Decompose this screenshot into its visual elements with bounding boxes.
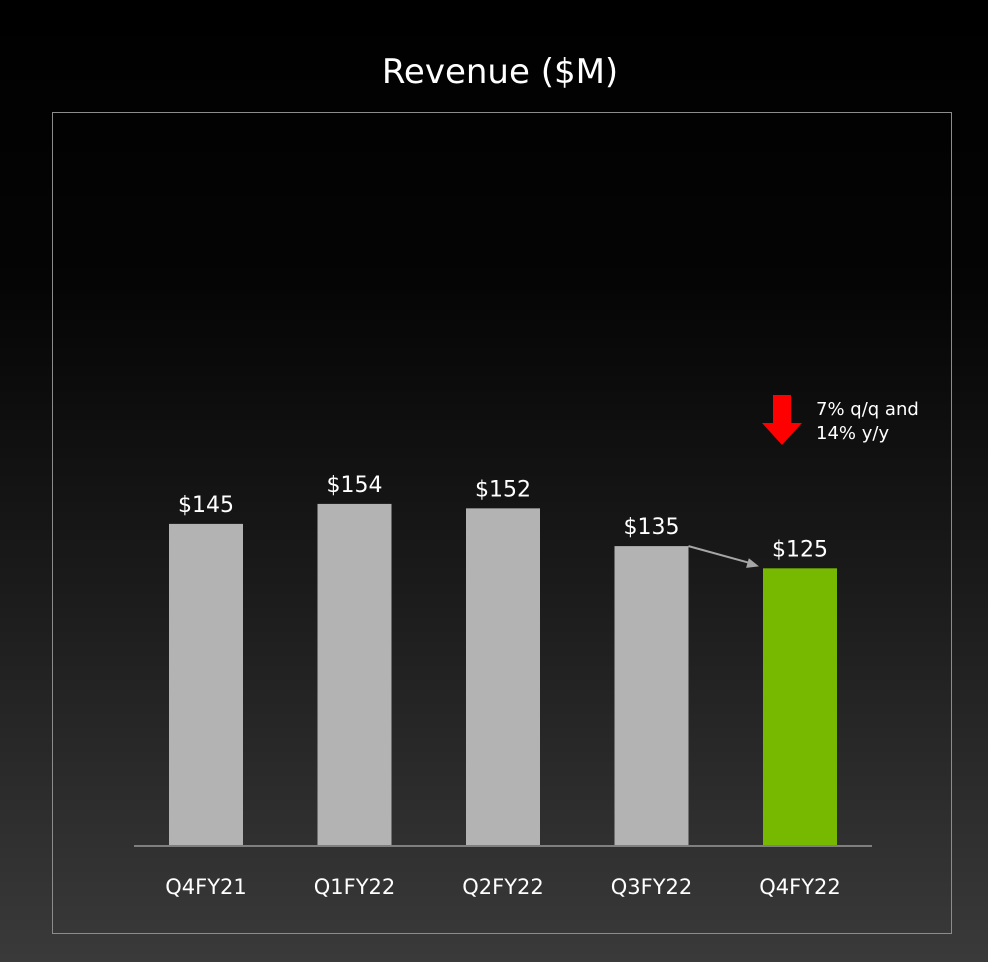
category-label-q4fy21: Q4FY21	[165, 875, 247, 899]
chart-frame	[52, 112, 952, 934]
category-label-q3fy22: Q3FY22	[611, 875, 693, 899]
bar-q1fy22	[317, 503, 392, 846]
value-label-q4fy21: $145	[178, 493, 234, 518]
bar-q2fy22	[466, 508, 540, 846]
down-arrow-icon	[762, 395, 802, 445]
bars-group: $145 Q4FY21 $154 Q1FY22 $152 Q2FY22 $135 Q3FY22…	[165, 473, 841, 899]
category-label-q2fy22: Q2FY22	[462, 875, 544, 899]
value-label-q1fy22: $154	[327, 473, 383, 498]
value-label-q2fy22: $152	[475, 477, 531, 502]
category-label-q4fy22: Q4FY22	[759, 875, 841, 899]
annotation-line-1: 7% q/q and	[816, 399, 919, 420]
chart-title: Revenue ($M)	[381, 52, 619, 92]
connector-arrowhead-icon	[746, 558, 759, 568]
annotation-line-2: 14% y/y	[816, 423, 889, 444]
change-connector-arrow	[688, 545, 752, 565]
bar-q4fy22	[763, 568, 837, 846]
category-label-q1fy22: Q1FY22	[314, 875, 396, 899]
value-label-q4fy22: $125	[772, 537, 828, 562]
bar-q4fy21	[169, 523, 243, 846]
bar-q3fy22	[614, 546, 689, 846]
value-label-q3fy22: $135	[624, 515, 680, 540]
